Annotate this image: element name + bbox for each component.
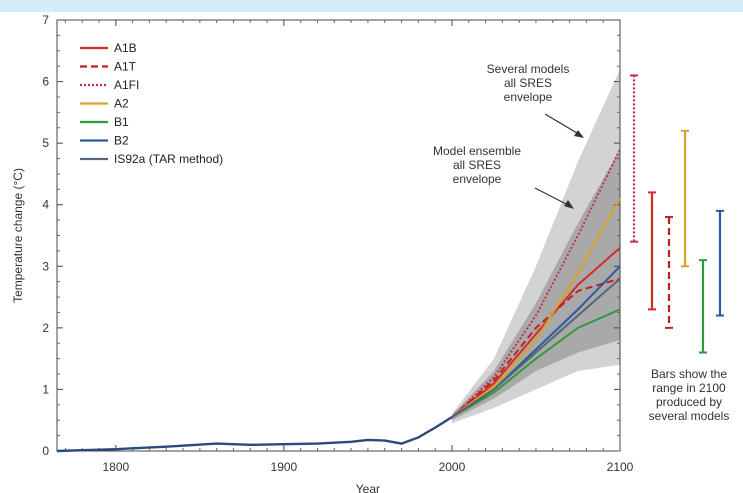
annotation-arrowhead-several-models <box>574 130 584 138</box>
x-tick-label: 2100 <box>607 460 634 474</box>
x-axis-title: Year <box>356 482 380 493</box>
legend-label: A1B <box>114 41 137 55</box>
series-line-b1 <box>451 308 621 418</box>
historical-line <box>56 416 453 453</box>
annotation-several-models: Several models <box>487 62 570 76</box>
y-tick-label: 4 <box>42 198 49 212</box>
y-tick-label: 0 <box>42 444 49 458</box>
x-tick-label: 1800 <box>102 460 129 474</box>
legend-label: B2 <box>114 134 129 148</box>
y-tick-label: 2 <box>42 321 49 335</box>
annotation-arrow-several-models <box>544 113 583 137</box>
annotation-bars-note: several models <box>649 409 730 423</box>
series-line-a2 <box>451 198 621 418</box>
x-tick-label: 2000 <box>439 460 466 474</box>
series-line-is92a-tar-method- <box>451 277 621 418</box>
series-line-a1t <box>451 277 621 418</box>
annotation-arrow-model-ensemble <box>534 187 571 207</box>
series-line-a1fi <box>451 148 621 418</box>
annotation-several-models: envelope <box>504 90 553 104</box>
legend-label: A2 <box>114 97 129 111</box>
legend-label: A1T <box>114 60 137 74</box>
annotation-bars-note: produced by <box>656 395 722 409</box>
annotation-several-models: all SRES <box>504 76 552 90</box>
annotation-model-ensemble: Model ensemble <box>433 144 521 158</box>
annotation-model-ensemble: all SRES <box>453 158 501 172</box>
y-tick-label: 5 <box>42 136 49 150</box>
annotation-arrowhead-model-ensemble <box>564 200 574 209</box>
annotation-model-ensemble: envelope <box>453 172 502 186</box>
legend-label: IS92a (TAR method) <box>114 152 223 166</box>
annotation-bars-note: Bars show the <box>651 367 727 381</box>
envelope-model-ensemble <box>451 149 620 421</box>
y-tick-label: 1 <box>42 382 49 396</box>
annotation-bars-note: range in 2100 <box>652 381 726 395</box>
legend-label: A1FI <box>114 78 139 92</box>
y-tick-label: 6 <box>42 75 49 89</box>
y-tick-label: 7 <box>42 13 49 27</box>
x-tick-label: 1900 <box>271 460 298 474</box>
y-axis-title: Temperature change (°C) <box>11 168 25 303</box>
legend-label: B1 <box>114 115 129 129</box>
y-tick-label: 3 <box>42 259 49 273</box>
series-line-a1b <box>451 247 621 418</box>
